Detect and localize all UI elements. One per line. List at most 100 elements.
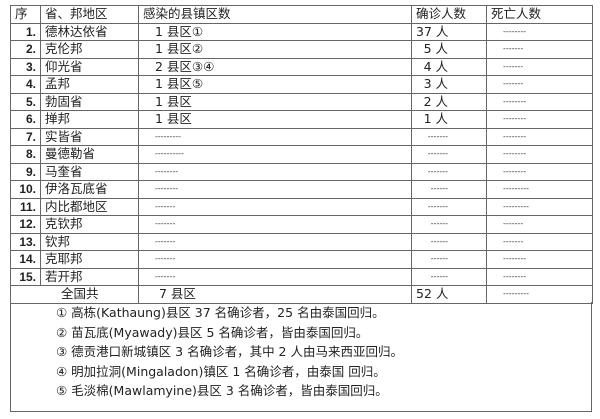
cell-deaths: -------- <box>486 145 593 164</box>
cell-province: 孟邦 <box>40 75 139 94</box>
header-deaths: 死亡人数 <box>486 5 593 24</box>
cell-counties: ------- <box>138 197 412 216</box>
cell-province: 克伦邦 <box>40 40 139 59</box>
cell-province: 内比都地区 <box>40 197 139 216</box>
cell-counties: ------- <box>138 267 412 286</box>
cell-seq: 13. <box>10 232 41 251</box>
cell-seq: 6. <box>10 110 41 129</box>
table-row: 3. 仰光省 2 县区③④ 4 人 ------- <box>10 57 593 76</box>
table-row: 9. 马奎省 -------- ------- -------- <box>10 162 593 181</box>
cell-seq: 7. <box>10 127 41 146</box>
cell-counties: 2 县区③④ <box>138 57 412 76</box>
cell-seq: 12. <box>10 215 41 234</box>
cell-province: 克钦邦 <box>40 215 139 234</box>
cell-province: 掸邦 <box>40 110 139 129</box>
cell-province: 德林达依省 <box>40 22 139 41</box>
cell-province: 伊洛瓦底省 <box>40 180 139 199</box>
cell-deaths: -------- <box>486 92 593 111</box>
table-row: 10. 伊洛瓦底省 -------- ------ --------- <box>10 180 593 199</box>
cell-confirmed: 4 人 <box>411 57 487 76</box>
cell-province: 钦邦 <box>40 232 139 251</box>
footnotes: ① 高栋(Kathaung)县区 37 名确诊者，25 名由泰国回归。 ② 苗瓦底… <box>10 302 592 412</box>
total-counties: 7 县区 <box>138 285 412 304</box>
footnote: ⑤ 毛淡棉(Mawlamyine)县区 3 名确诊者，皆由泰国回归。 <box>56 383 388 398</box>
cell-confirmed: 2 人 <box>411 92 487 111</box>
total-deaths: --------- <box>486 285 593 304</box>
cell-province: 克耶邦 <box>40 250 139 269</box>
cell-counties: ------- <box>138 250 412 269</box>
cell-seq: 2. <box>10 40 41 59</box>
cell-confirmed: ------ <box>411 250 487 269</box>
cell-province: 仰光省 <box>40 57 139 76</box>
cell-province: 曼德勒省 <box>40 145 139 164</box>
header-confirmed: 确诊人数 <box>411 5 487 24</box>
cell-deaths: -------- <box>486 110 593 129</box>
cell-counties: -------- <box>138 162 412 181</box>
cell-province: 若开邦 <box>40 267 139 286</box>
table-row: 14. 克耶邦 ------- ------ -------- <box>10 250 593 269</box>
total-row: 全国共 7 县区 52 人 --------- <box>10 285 593 304</box>
cell-seq: 14. <box>10 250 41 269</box>
table-row: 13. 钦邦 ------- ------ ------- <box>10 232 593 251</box>
covid-cases-table: 序 省、邦地区 感染的县镇区数 确诊人数 死亡人数 1. 德林达依省 1 县区① 37… <box>10 5 593 304</box>
cell-seq: 4. <box>10 75 41 94</box>
table-row: 11. 内比都地区 ------- ------- --------- <box>10 197 593 216</box>
cell-seq: 8. <box>10 145 41 164</box>
cell-confirmed: ------- <box>411 197 487 216</box>
cell-seq: 10. <box>10 180 41 199</box>
cell-seq: 11. <box>10 197 41 216</box>
cell-confirmed: ------- <box>411 145 487 164</box>
header-counties: 感染的县镇区数 <box>138 5 412 24</box>
cell-province: 实皆省 <box>40 127 139 146</box>
cell-confirmed: 37 人 <box>411 22 487 41</box>
cell-deaths: -------- <box>486 267 593 286</box>
footnote: ① 高栋(Kathaung)县区 37 名确诊者，25 名由泰国回归。 <box>56 305 385 320</box>
cell-confirmed: ------ <box>411 215 487 234</box>
table-row: 12. 克钦邦 ------- ------ ------- <box>10 215 593 234</box>
cell-confirmed: 1 人 <box>411 110 487 129</box>
cell-deaths: ------- <box>486 57 593 76</box>
footnote: ② 苗瓦底(Myawady)县区 5 名确诊者，皆由泰国回归。 <box>56 324 369 340</box>
header-row: 序 省、邦地区 感染的县镇区数 确诊人数 死亡人数 <box>10 5 593 24</box>
table-row: 1. 德林达依省 1 县区① 37 人 -------- <box>10 22 593 41</box>
table-row: 5. 勃固省 1 县区 2 人 -------- <box>10 92 593 111</box>
cell-counties: 1 县区 <box>138 110 412 129</box>
cell-confirmed: ------- <box>411 162 487 181</box>
table-row: 7. 实皆省 --------- ------- -------- <box>10 127 593 146</box>
cell-confirmed: ------ <box>411 267 487 286</box>
header-seq: 序 <box>10 5 41 24</box>
table-row: 8. 曼德勒省 ---------- ------- -------- <box>10 145 593 164</box>
cell-seq: 15. <box>10 267 41 286</box>
cell-seq: 9. <box>10 162 41 181</box>
cell-deaths: -------- <box>486 250 593 269</box>
table-row: 6. 掸邦 1 县区 1 人 -------- <box>10 110 593 129</box>
table-row: 2. 克伦邦 1 县区② 5 人 ------- <box>10 40 593 59</box>
cell-confirmed: ------- <box>411 127 487 146</box>
cell-counties: 1 县区⑤ <box>138 75 412 94</box>
cell-counties: ---------- <box>138 145 412 164</box>
cell-deaths: ------- <box>486 40 593 59</box>
total-label: 全国共 <box>10 285 139 304</box>
header-province: 省、邦地区 <box>40 5 139 24</box>
cell-confirmed: 3 人 <box>411 75 487 94</box>
cell-seq: 1. <box>10 22 41 41</box>
cell-confirmed: ------ <box>411 180 487 199</box>
footnote: ③ 德贡港口新城镇区 3 名确诊者，其中 2 人由马来西亚回归。 <box>56 344 403 359</box>
cell-counties: 1 县区 <box>138 92 412 111</box>
total-confirmed: 52 人 <box>411 285 487 304</box>
cell-province: 勃固省 <box>40 92 139 111</box>
cell-counties: ------- <box>138 232 412 251</box>
cell-deaths: ------- <box>486 232 593 251</box>
cell-deaths: -------- <box>486 162 593 181</box>
cell-counties: 1 县区② <box>138 40 412 59</box>
cell-counties: --------- <box>138 127 412 146</box>
table-row: 15. 若开邦 ------- ------ -------- <box>10 267 593 286</box>
cell-confirmed: 5 人 <box>411 40 487 59</box>
cell-seq: 3. <box>10 57 41 76</box>
cell-province: 马奎省 <box>40 162 139 181</box>
cell-counties: ------- <box>138 215 412 234</box>
cell-confirmed: ------ <box>411 232 487 251</box>
table-row: 4. 孟邦 1 县区⑤ 3 人 ------- <box>10 75 593 94</box>
cell-seq: 5. <box>10 92 41 111</box>
cell-deaths: -------- <box>486 127 593 146</box>
